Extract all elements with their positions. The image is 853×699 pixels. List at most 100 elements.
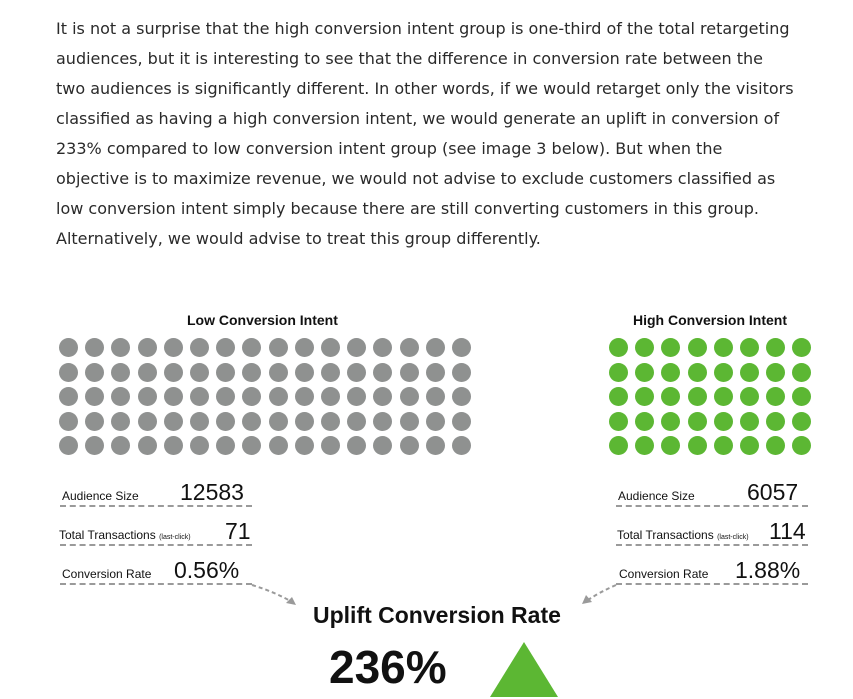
audience-dot [766,387,786,406]
audience-dot [268,387,288,406]
audience-dot [294,411,314,431]
audience-dot [242,338,262,357]
high-intent-title: High Conversion Intent [633,312,787,328]
audience-dot [687,362,707,382]
audience-dot [268,362,288,382]
audience-dot [425,338,445,357]
audience-dot [609,387,628,406]
audience-dot [294,338,314,357]
audience-dot [373,411,393,431]
audience-dot [59,338,78,357]
audience-dot [242,387,262,406]
high-conversion-label: Conversion Rate [619,567,709,581]
audience-dot [163,436,183,455]
low-conversion-value: 0.56% [174,557,240,583]
audience-dot [661,387,681,406]
audience-dot [792,387,812,406]
audience-dot [635,338,655,357]
audience-dot [216,362,236,382]
audience-dot [399,387,419,406]
audience-dot [713,338,733,357]
left-connector-arrow [251,584,293,603]
audience-dot [268,338,288,357]
high-conversion-divider [616,583,808,585]
article-paragraph: It is not a surprise that the high conve… [56,19,794,248]
low-intent-title: Low Conversion Intent [187,312,338,328]
audience-dot [190,411,209,431]
audience-dot [399,411,419,431]
audience-dot [163,387,183,406]
audience-dot [59,411,78,431]
audience-dot [792,362,812,382]
audience-dot [373,387,393,406]
audience-dot [425,387,445,406]
high-transactions-value: 114 [769,518,806,544]
left-arrow-head [286,597,296,605]
audience-dot [111,387,131,406]
audience-dot [661,436,681,455]
audience-dot [713,436,733,455]
audience-dot [452,338,471,357]
audience-dot [85,362,105,382]
audience-dot [294,387,314,406]
audience-dot [268,411,288,431]
audience-dot [792,338,812,357]
low-audience-value: 12583 [180,479,244,505]
audience-dot [792,411,812,431]
audience-dot [347,411,367,431]
audience-dot [687,411,707,431]
audience-dot [740,411,759,431]
low-audience-divider [60,505,252,507]
high-audience-label: Audience Size [618,489,695,503]
audience-dot [452,411,471,431]
low-conversion-label: Conversion Rate [62,567,152,581]
audience-dot [347,436,367,455]
audience-dot [399,338,419,357]
audience-dot [321,362,340,382]
audience-dot [190,387,209,406]
high-audience-value: 6057 [747,479,799,505]
audience-dot [635,411,655,431]
audience-dot [713,387,733,406]
audience-dot [137,436,157,455]
audience-dot [347,338,367,357]
audience-dot [609,411,628,431]
audience-dot [766,436,786,455]
audience-dot [190,436,209,455]
low-conversion-divider [60,583,252,585]
audience-dot [163,338,183,357]
audience-dot [242,411,262,431]
audience-dot [321,411,340,431]
audience-dot [242,436,262,455]
audience-dot [347,387,367,406]
low-transactions-divider [60,544,252,546]
low-transactions-value: 71 [225,518,251,544]
audience-dot [216,387,236,406]
audience-dot [190,362,209,382]
audience-dot [740,362,759,382]
audience-dot [216,436,236,455]
audience-dot [687,436,707,455]
audience-dot [190,338,209,357]
right-arrow-head [582,595,592,604]
audience-dot [399,362,419,382]
audience-dot [635,362,655,382]
high-transactions-divider [616,544,808,546]
high-transactions-label: Total Transactions (last-click) [617,528,749,542]
audience-dot [713,411,733,431]
audience-dot [268,436,288,455]
high-transactions-note: (last-click) [717,534,749,541]
high-audience-divider [616,505,808,507]
audience-dot [137,387,157,406]
audience-dot [137,338,157,357]
audience-dot [399,436,419,455]
audience-dot [661,362,681,382]
audience-dot [425,436,445,455]
audience-dot [85,338,105,357]
audience-dot [766,411,786,431]
audience-dot [242,362,262,382]
audience-dot [59,362,78,382]
up-triangle-icon [490,642,558,697]
audience-dot [321,436,340,455]
audience-dot [85,436,105,455]
